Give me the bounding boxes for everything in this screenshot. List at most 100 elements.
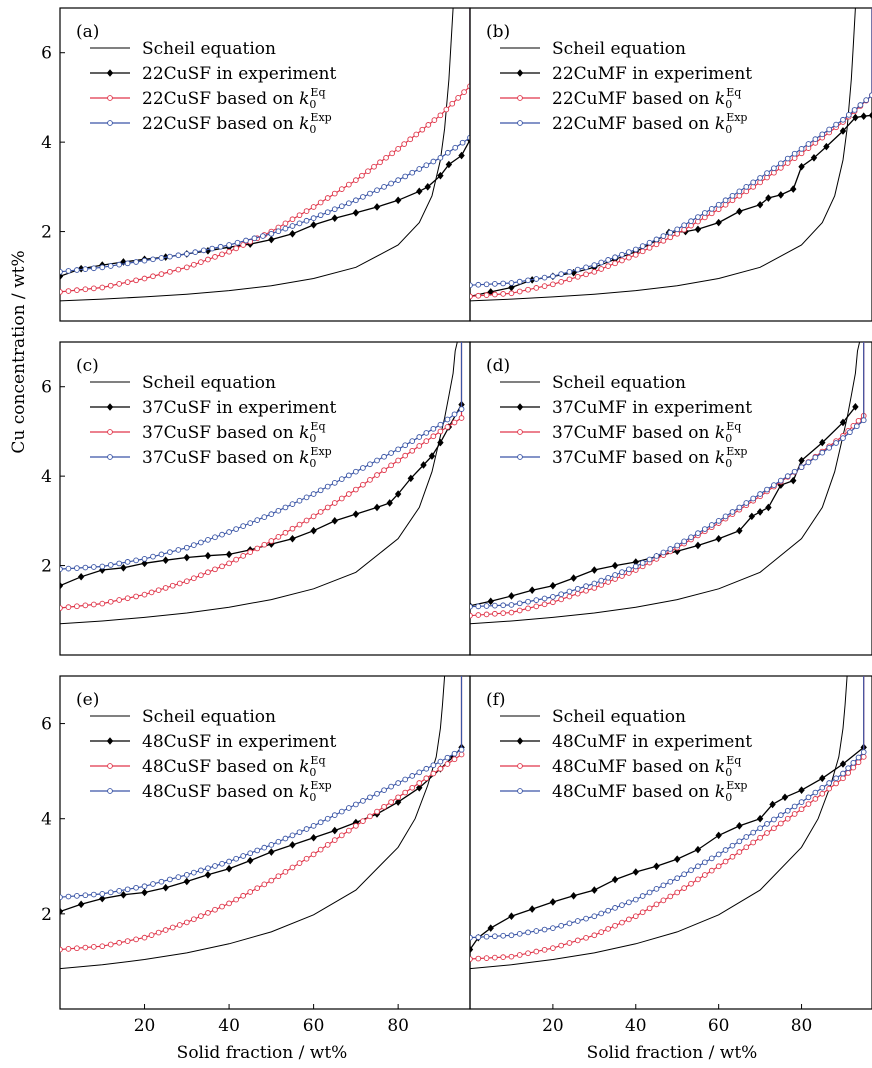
data-point-kexp <box>190 869 197 876</box>
data-point-kexp <box>743 834 750 840</box>
data-point-keq <box>247 889 254 895</box>
data-point-kexp <box>860 749 867 755</box>
data-point-keq <box>338 495 345 502</box>
data-point-kexp <box>353 801 359 808</box>
data-point-kexp <box>483 933 490 940</box>
data-point-keq <box>492 610 498 617</box>
y-tick-label: 2 <box>41 557 52 577</box>
y-tick-label: 6 <box>41 44 52 64</box>
y-tick-label: 4 <box>41 467 52 487</box>
data-point-keq <box>583 587 589 594</box>
data-point-keq <box>583 934 589 941</box>
legend-swatch-marker <box>517 429 523 435</box>
panel-label: (f) <box>486 690 506 710</box>
x-tick-label: 60 <box>708 1016 730 1036</box>
data-point-kexp <box>550 925 556 931</box>
data-point-kexp <box>107 889 114 896</box>
series-group <box>60 342 465 625</box>
data-point-kexp <box>388 180 394 187</box>
panel-label: (e) <box>76 690 99 710</box>
data-point-keq <box>483 292 490 299</box>
legend-subscript: 0 <box>725 98 732 111</box>
data-point-keq <box>566 593 573 600</box>
data-point-kexp <box>310 491 317 497</box>
data-point-keq <box>819 790 826 797</box>
data-point-kexp <box>158 255 165 261</box>
data-point-keq <box>90 285 97 292</box>
legend-subscript: 0 <box>309 432 316 445</box>
data-point-keq <box>458 751 465 758</box>
data-point-kexp <box>74 565 80 571</box>
data-point-kexp <box>591 262 598 268</box>
data-point-kexp <box>660 233 667 239</box>
data-point-kexp <box>381 184 387 190</box>
data-point-kexp <box>483 603 490 609</box>
series-line-scheil <box>470 8 856 302</box>
data-point-kexp <box>452 144 459 151</box>
data-point-keq <box>533 948 540 955</box>
legend-swatch-marker <box>516 69 524 77</box>
data-point-kexp <box>247 850 254 857</box>
data-point-keq <box>338 832 345 839</box>
data-point-experiment <box>470 945 474 954</box>
data-point-kexp <box>260 233 266 239</box>
data-point-experiment <box>790 185 797 193</box>
data-point-kexp <box>324 483 331 490</box>
data-point-keq <box>583 271 589 278</box>
panel-f: 20 40 60 80 (f) Scheil equation 48CuMF in expe… <box>469 675 872 1036</box>
data-point-kexp <box>583 915 589 922</box>
data-point-keq <box>574 937 581 944</box>
data-point-kexp <box>423 162 430 169</box>
data-point-kexp <box>423 765 430 772</box>
data-point-experiment <box>756 508 764 516</box>
data-point-keq <box>483 955 490 961</box>
data-point-keq <box>416 443 423 449</box>
y-tick-label: 2 <box>41 223 52 243</box>
data-point-kexp <box>367 461 373 468</box>
data-point-keq <box>289 216 296 223</box>
data-point-experiment <box>591 886 598 894</box>
data-point-kexp <box>826 444 833 451</box>
data-point-experiment <box>777 191 785 199</box>
data-point-experiment <box>331 214 338 222</box>
data-point-kexp <box>158 551 165 558</box>
data-point-keq <box>558 278 565 285</box>
data-point-experiment <box>141 559 148 568</box>
data-point-kexp <box>688 218 694 224</box>
data-point-kexp <box>275 507 282 514</box>
legend-swatch-marker <box>107 120 113 126</box>
data-point-experiment <box>487 597 494 606</box>
data-point-kexp <box>310 822 317 829</box>
data-point-keq <box>183 578 190 585</box>
data-point-kexp <box>833 440 839 446</box>
data-point-kexp <box>757 825 763 832</box>
data-point-keq <box>619 257 625 264</box>
data-point-keq <box>632 251 639 258</box>
data-point-experiment <box>183 877 191 886</box>
data-point-kexp <box>743 184 750 190</box>
data-point-keq <box>402 452 409 459</box>
data-point-experiment <box>508 912 515 921</box>
data-point-kexp <box>200 247 207 254</box>
data-point-keq <box>619 919 625 926</box>
data-point-kexp <box>183 544 190 551</box>
data-point-kexp <box>805 141 812 147</box>
data-point-keq <box>99 943 106 950</box>
data-point-experiment <box>781 793 789 802</box>
data-point-kexp <box>777 477 784 484</box>
data-point-keq <box>289 525 296 532</box>
legend-subscript: 0 <box>309 457 316 470</box>
data-point-keq <box>416 780 423 786</box>
data-point-keq <box>492 291 498 298</box>
data-point-kexp <box>840 116 846 123</box>
legend-superscript: Eq <box>726 754 741 767</box>
data-point-experiment <box>204 551 212 560</box>
data-point-kexp <box>715 201 722 208</box>
data-point-kexp <box>282 504 289 511</box>
data-point-kexp <box>317 487 324 494</box>
series-line-scheil <box>60 676 446 970</box>
data-point-keq <box>148 932 155 938</box>
data-point-kexp <box>639 893 646 899</box>
data-point-kexp <box>60 894 63 901</box>
data-point-kexp <box>240 853 247 859</box>
